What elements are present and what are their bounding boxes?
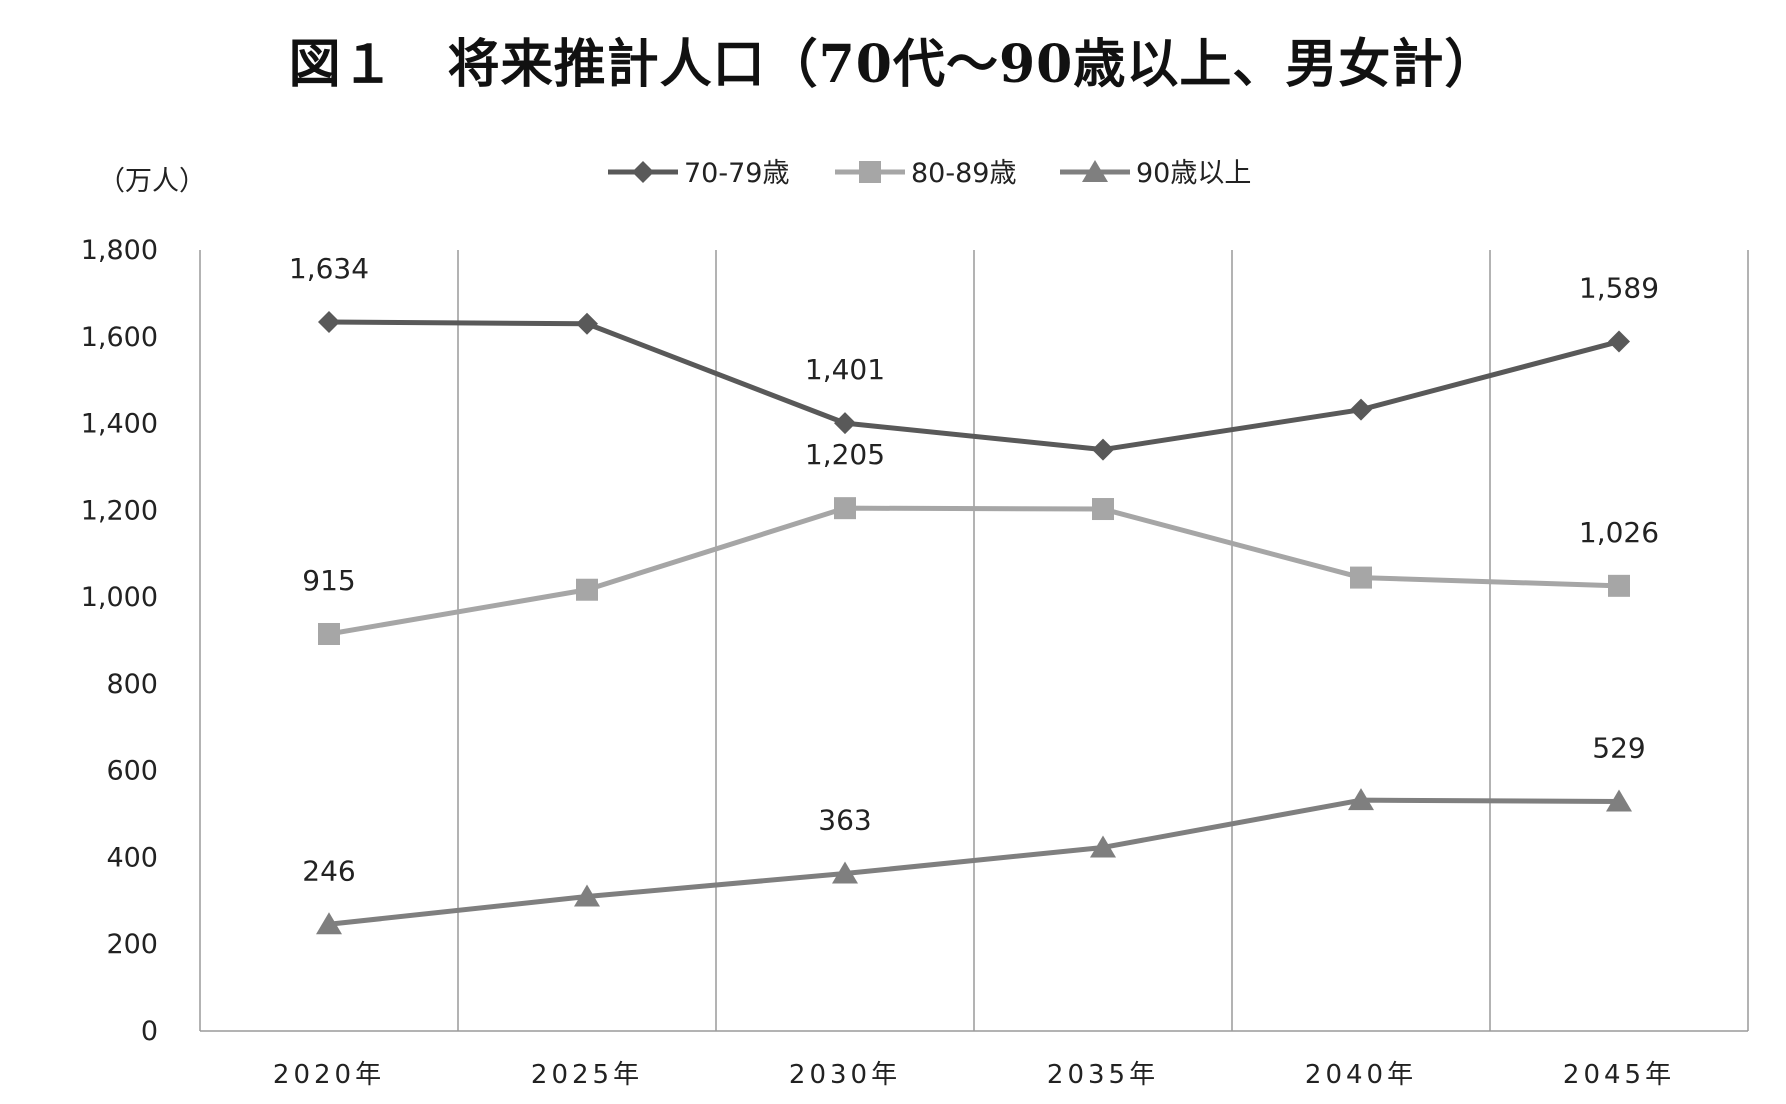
series-lines: [316, 311, 1632, 935]
y-tick-label: 600: [106, 756, 158, 787]
data-label: 363: [818, 803, 871, 836]
data-label: 1,634: [289, 252, 369, 285]
data-label: 1,589: [1579, 272, 1659, 305]
legend-marker: [859, 161, 881, 183]
data-point: [576, 312, 598, 335]
x-tick-label: 2035年: [1047, 1060, 1159, 1090]
data-point: [1090, 835, 1116, 858]
y-tick-label: 1,000: [81, 582, 158, 613]
data-label: 529: [1592, 731, 1645, 764]
chart-title: 図１ 将来推計人口（70代〜90歳以上、男女計）: [288, 34, 1498, 95]
y-tick-label: 400: [106, 842, 158, 873]
data-label: 246: [302, 854, 355, 887]
data-point: [1606, 789, 1632, 812]
x-tick-label: 2040年: [1305, 1060, 1417, 1090]
data-label: 1,026: [1579, 516, 1659, 549]
legend-marker: [632, 161, 654, 183]
data-point: [574, 884, 600, 907]
axes: 0 200 400 600 800 1,000 1,200 1,400 1,600 1,800 （万…: [81, 166, 1748, 1090]
y-tick-label: 1,600: [81, 322, 158, 353]
x-tick-label: 2030年: [789, 1060, 901, 1090]
data-point: [1350, 566, 1372, 589]
data-point: [1092, 498, 1114, 521]
data-label: 1,401: [805, 353, 885, 386]
data-point: [834, 412, 856, 435]
data-point: [1348, 788, 1374, 811]
x-tick-label: 2025年: [531, 1060, 643, 1090]
x-tick-label: 2020年: [273, 1060, 385, 1090]
series-line: [328, 797, 1620, 927]
data-point: [1092, 438, 1114, 461]
y-tick-label: 800: [106, 669, 158, 700]
data-point: [318, 622, 340, 645]
data-point: [318, 311, 340, 334]
y-axis-unit-label: （万人）: [98, 166, 206, 197]
series-line: [328, 319, 1620, 453]
data-label: 1,205: [805, 438, 885, 471]
data-label: 915: [302, 564, 355, 597]
y-tick-label: 1,200: [81, 495, 158, 526]
x-tick-label: 2045年: [1563, 1060, 1675, 1090]
legend-label: 90歳以上: [1136, 158, 1251, 189]
data-point: [834, 497, 856, 520]
data-point: [1608, 574, 1630, 597]
data-point: [1350, 398, 1372, 421]
data-point: [1608, 330, 1630, 353]
legend: 70-79歳 80-89歳 90歳以上: [608, 158, 1251, 189]
legend-label: 70-79歳: [684, 158, 789, 189]
y-tick-label: 1,800: [81, 235, 158, 266]
legend-label: 80-89歳: [911, 158, 1016, 189]
data-point: [832, 861, 858, 884]
data-labels: 1,634 1,401 1,589 915 1,205 1,026 246 363 529: [289, 252, 1659, 887]
y-tick-label: 0: [141, 1016, 158, 1047]
data-point: [316, 912, 342, 935]
grid-lines: [199, 250, 1749, 1031]
series-line: [328, 505, 1620, 637]
legend-marker: [1082, 160, 1108, 182]
y-tick-label: 200: [106, 929, 158, 960]
data-point: [576, 578, 598, 601]
y-tick-label: 1,400: [81, 409, 158, 440]
